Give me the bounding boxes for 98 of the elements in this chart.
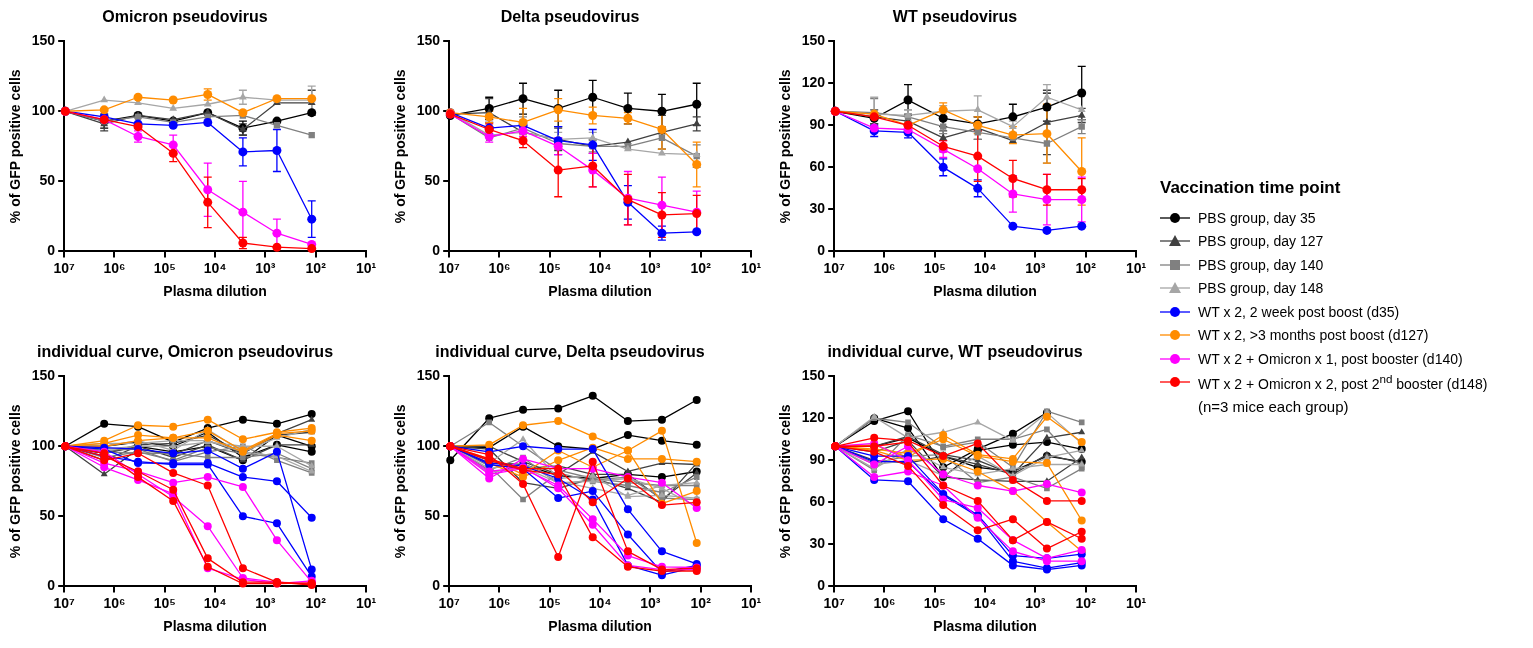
x-tick-label: 10³ [255,594,276,611]
x-tick-label: 10⁵ [538,594,561,611]
x-tick-label: 10⁴ [203,259,227,276]
y-tick-label: 150 [416,32,441,49]
x-axis-title: Plasma dilution [548,618,652,635]
x-tick-label: 10² [690,259,712,276]
x-axis-title: Plasma dilution [548,283,652,300]
y-tick-label: 120 [801,74,826,91]
y-tick-label: 0 [432,577,441,594]
y-tick-label: 0 [47,242,56,259]
x-tick-label: 10⁷ [438,259,461,276]
legend-label: WT x 2, >3 months post boost (d127) [1198,327,1429,344]
x-tick-label: 10⁴ [973,594,997,611]
legend-label: WT x 2, 2 week post boost (d35) [1198,303,1400,320]
y-tick-label: 50 [424,507,441,524]
x-tick-label: 10⁶ [488,259,511,276]
x-tick-label: 10³ [640,594,661,611]
x-tick-label: 10⁶ [873,594,896,611]
x-tick-label: 10⁷ [53,259,76,276]
y-tick-label: 150 [416,367,441,384]
y-tick-label: 100 [416,102,441,119]
x-tick-label: 10⁶ [488,594,511,611]
y-axis-title: % of GFP positive cells [392,69,409,224]
legend-label: PBS group, day 35 [1198,209,1316,226]
x-tick-label: 10⁴ [203,594,227,611]
x-tick-label: 10⁷ [438,594,461,611]
x-tick-label: 10⁵ [153,594,176,611]
chart-title: Omicron pseudovirus [102,8,268,26]
x-tick-label: 10³ [1025,259,1046,276]
y-tick-label: 150 [801,367,826,384]
x-tick-label: 10⁵ [153,259,176,276]
x-axis-title: Plasma dilution [933,283,1037,300]
x-axis-title: Plasma dilution [163,283,267,300]
legend-title: Vaccination time point [1160,178,1342,198]
legend-label: WT x 2 + Omicron x 2, post 2$^{nd}$ booster (d148) [1198,372,1488,393]
y-tick-label: 0 [47,577,56,594]
x-tick-label: 10⁷ [53,594,76,611]
y-tick-label: 30 [809,535,826,552]
x-axis-title: Plasma dilution [163,618,267,635]
x-tick-label: 10² [1075,594,1097,611]
x-tick-label: 10³ [1025,594,1046,611]
y-tick-label: 50 [424,172,441,189]
x-tick-label: 10¹ [740,259,762,276]
chart-title: Delta pseudovirus [500,8,640,26]
x-tick-label: 10⁵ [923,594,946,611]
y-axis-title: % of GFP positive cells [7,69,24,224]
x-tick-label: 10¹ [1125,594,1147,611]
x-tick-label: 10¹ [355,259,377,276]
y-tick-label: 150 [801,32,826,49]
y-tick-label: 0 [817,242,826,259]
y-axis-title: % of GFP positive cells [777,404,794,559]
x-tick-label: 10³ [255,259,276,276]
chart-title: individual curve, Delta pseudovirus [435,343,705,361]
y-tick-label: 150 [31,32,56,49]
x-tick-label: 10¹ [1125,259,1147,276]
y-tick-label: 50 [39,507,56,524]
x-tick-label: 10⁷ [823,594,846,611]
x-tick-label: 10² [305,259,327,276]
text: (n=3 mice each group) [1198,398,1350,415]
x-tick-label: 10⁶ [103,259,126,276]
x-tick-label: 10⁵ [923,259,946,276]
x-tick-label: 10¹ [740,594,762,611]
x-tick-label: 10⁴ [588,594,612,611]
legend-label: WT x 2 + Omicron x 1, post booster (d140) [1198,350,1463,367]
y-tick-label: 100 [31,102,56,119]
x-tick-label: 10⁴ [588,259,612,276]
legend-label: PBS group, day 148 [1198,280,1324,297]
x-tick-label: 10⁴ [973,259,997,276]
y-tick-label: 100 [416,437,441,454]
x-tick-label: 10² [1075,259,1097,276]
y-tick-label: 0 [817,577,826,594]
y-tick-label: 100 [31,437,56,454]
x-tick-label: 10⁷ [823,259,846,276]
y-tick-label: 120 [801,409,826,426]
y-tick-label: 90 [809,451,826,468]
y-tick-label: 50 [39,172,56,189]
y-tick-label: 30 [809,200,826,217]
legend-label: PBS group, day 127 [1198,233,1324,250]
chart-title: individual curve, Omicron pseudovirus [36,343,334,361]
x-tick-label: 10⁶ [873,259,896,276]
y-axis-title: % of GFP positive cells [7,404,24,559]
chart-title: individual curve, WT pseudovirus [827,343,1083,361]
x-tick-label: 10¹ [355,594,377,611]
y-tick-label: 60 [809,493,826,510]
y-axis-title: % of GFP positive cells [777,69,794,224]
x-tick-label: 10² [305,594,327,611]
x-tick-label: 10⁵ [538,259,561,276]
y-tick-label: 150 [31,367,56,384]
y-tick-label: 0 [432,242,441,259]
chart-title: WT pseudovirus [892,8,1018,26]
y-tick-label: 60 [809,158,826,175]
legend-label: PBS group, day 140 [1198,256,1324,273]
x-tick-label: 10³ [640,259,661,276]
y-tick-label: 90 [809,116,826,133]
y-axis-title: % of GFP positive cells [392,404,409,559]
x-tick-label: 10⁶ [103,594,126,611]
x-axis-title: Plasma dilution [933,618,1037,635]
x-tick-label: 10² [690,594,712,611]
